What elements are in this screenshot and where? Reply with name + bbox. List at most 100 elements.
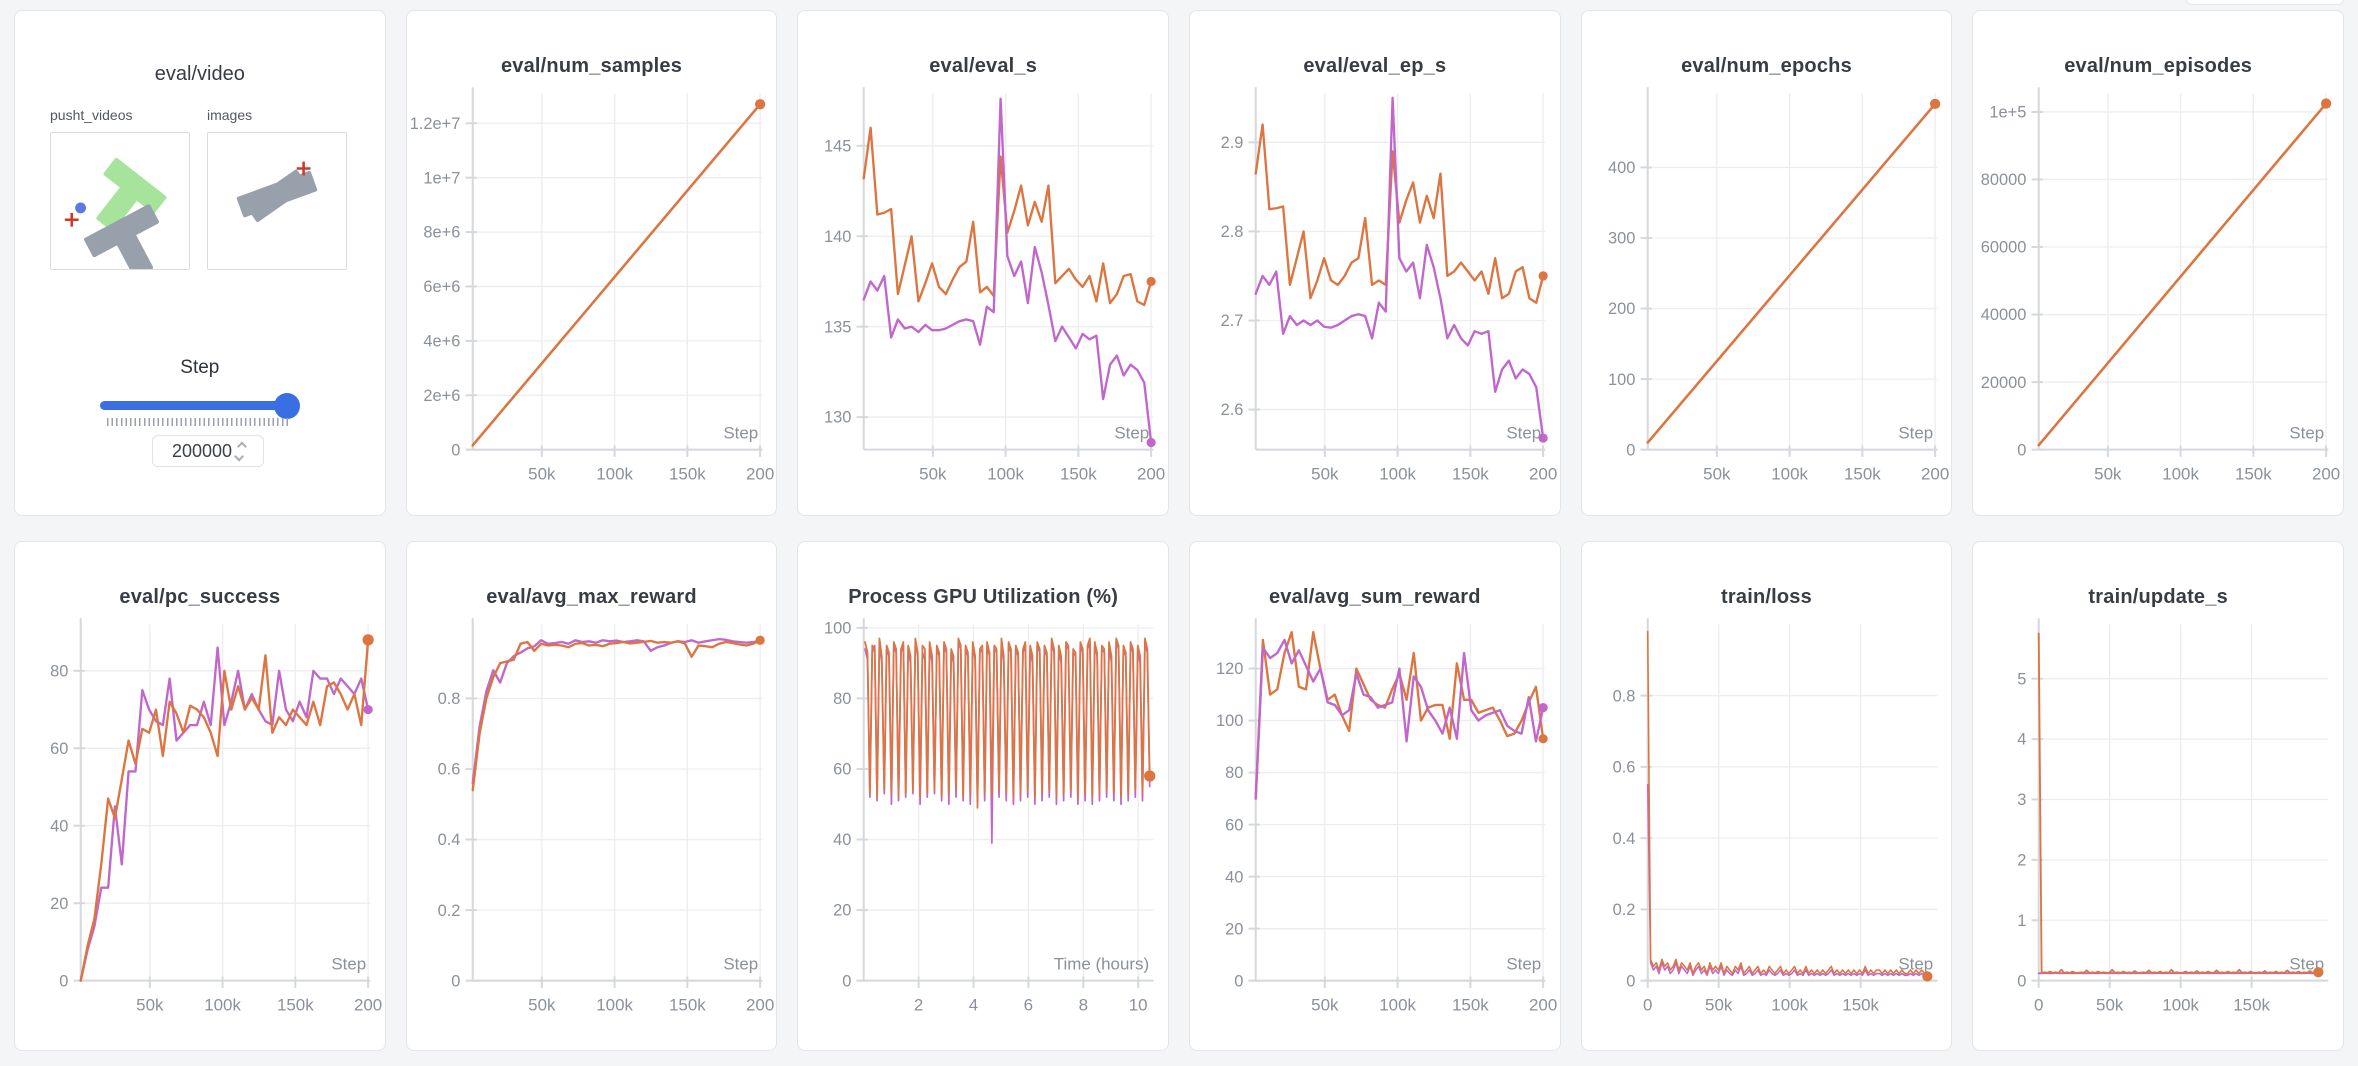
svg-text:0: 0 xyxy=(451,441,460,459)
svg-text:80000: 80000 xyxy=(1981,171,2027,189)
svg-text:400: 400 xyxy=(1608,159,1635,177)
svg-text:0.4: 0.4 xyxy=(1612,830,1635,848)
series-orange xyxy=(864,637,1151,809)
svg-text:200: 200 xyxy=(1529,464,1557,483)
chart-panel: train/loss 0 50k 100k 150k 0 0.2 0.4 0.6 0.8 Step xyxy=(1580,541,1953,1051)
svg-text:6: 6 xyxy=(1024,995,1033,1014)
chart-panel: eval/eval_s 50k 100k 150k 200 130 135 140 145 Ste… xyxy=(797,10,1169,516)
svg-text:200: 200 xyxy=(746,464,774,483)
svg-text:100k: 100k xyxy=(1771,995,1808,1014)
svg-text:2.7: 2.7 xyxy=(1221,312,1244,330)
video-panel: eval/video pusht_videos images xyxy=(14,10,386,516)
series-orange xyxy=(1646,102,1937,444)
svg-text:0: 0 xyxy=(2034,995,2043,1014)
svg-text:80: 80 xyxy=(1225,764,1243,782)
svg-text:4: 4 xyxy=(2018,731,2027,749)
step-stepper[interactable] xyxy=(234,441,247,461)
svg-text:150k: 150k xyxy=(1842,995,1879,1014)
step-decrement-icon[interactable] xyxy=(234,451,245,461)
x-axis-label: Step xyxy=(1115,423,1150,442)
chart-canvas[interactable]: 50k 100k 150k 200 2.6 2.7 2.8 2.9 Step xyxy=(1190,80,1560,509)
svg-text:150k: 150k xyxy=(1452,995,1489,1014)
chart-canvas[interactable]: 0 50k 100k 150k 0 0.2 0.4 0.6 0.8 Step xyxy=(1582,611,1952,1040)
svg-text:100k: 100k xyxy=(204,995,241,1014)
svg-text:60: 60 xyxy=(1225,816,1243,834)
svg-text:2.9: 2.9 xyxy=(1221,134,1244,152)
svg-text:40: 40 xyxy=(833,831,851,849)
svg-text:0: 0 xyxy=(2018,972,2027,990)
svg-text:1.2e+7: 1.2e+7 xyxy=(409,115,460,133)
series-purple xyxy=(471,637,761,785)
step-slider-track[interactable] xyxy=(100,401,297,410)
svg-text:50k: 50k xyxy=(1311,995,1339,1014)
svg-text:150k: 150k xyxy=(2234,995,2271,1014)
svg-text:200: 200 xyxy=(354,995,382,1014)
series-purple xyxy=(1254,96,1545,440)
chart-title: eval/eval_ep_s xyxy=(1303,55,1447,77)
svg-text:2.8: 2.8 xyxy=(1221,223,1244,241)
svg-text:0: 0 xyxy=(843,972,852,990)
chart-panel: eval/num_samples 50k 100k 150k 200 0 2e+6 4e+6 6… xyxy=(405,10,778,516)
x-axis-label: Step xyxy=(1898,954,1933,973)
chart-canvas[interactable]: 50k 100k 150k 200 130 135 140 145 Step xyxy=(798,80,1168,509)
svg-text:80: 80 xyxy=(833,690,851,708)
svg-text:2e+6: 2e+6 xyxy=(423,387,460,405)
series-orange xyxy=(1254,630,1545,800)
target-cross-icon xyxy=(64,212,79,227)
x-axis-label: Step xyxy=(2290,423,2325,442)
svg-text:100k: 100k xyxy=(988,464,1025,483)
series-purple xyxy=(1254,638,1545,800)
chart-panel: eval/avg_max_reward 50k 100k 150k 200 0 0.2 0.4… xyxy=(405,541,778,1051)
chart-panel: eval/eval_ep_s 50k 100k 150k 200 2.6 2.7 2.8 2.9… xyxy=(1188,10,1561,516)
chart-panel: eval/pc_success 50k 100k 150k 200 0 20 40 60 80 St… xyxy=(14,541,386,1051)
step-increment-icon[interactable] xyxy=(236,441,247,451)
chart-panel: eval/num_epochs 50k 100k 150k 200 0 100 200 300 4… xyxy=(1580,10,1953,516)
svg-text:10: 10 xyxy=(1129,995,1148,1014)
chart-title: eval/eval_s xyxy=(929,55,1038,77)
svg-text:145: 145 xyxy=(824,137,851,155)
series-purple xyxy=(1646,783,1928,978)
chart-canvas[interactable]: 50k 100k 150k 200 0 20000 40000 60000 80000 1e+5 S… xyxy=(1973,80,2343,509)
pusht-video-thumbnail[interactable] xyxy=(50,132,190,278)
svg-text:50k: 50k xyxy=(528,464,556,483)
svg-text:50k: 50k xyxy=(2095,464,2123,483)
x-axis-label: Step xyxy=(723,954,758,973)
svg-text:50k: 50k xyxy=(528,995,556,1014)
svg-text:1e+7: 1e+7 xyxy=(423,169,460,187)
svg-text:5: 5 xyxy=(2018,670,2027,688)
x-axis-label: Step xyxy=(331,954,366,973)
svg-text:60000: 60000 xyxy=(1981,239,2027,257)
images-thumbnail[interactable] xyxy=(207,132,347,270)
chart-canvas[interactable]: 50k 100k 150k 200 0 2e+6 4e+6 6e+6 8e+6 1e+7 1.2e+… xyxy=(407,80,777,509)
chart-canvas[interactable]: 50k 100k 150k 200 0 20 40 60 80 Step xyxy=(15,611,385,1040)
svg-text:0.2: 0.2 xyxy=(437,902,460,920)
svg-text:200: 200 xyxy=(746,995,774,1014)
svg-text:50k: 50k xyxy=(2096,995,2124,1014)
media-label-images: images xyxy=(207,107,253,123)
step-slider-knob[interactable] xyxy=(274,393,300,419)
svg-text:100: 100 xyxy=(824,620,851,638)
series-orange xyxy=(471,102,762,447)
t-stem-gray-icon xyxy=(245,169,309,223)
series-orange xyxy=(1646,630,1928,978)
chart-title: eval/num_episodes xyxy=(2064,55,2253,77)
agent-dot-icon xyxy=(75,202,86,214)
step-value[interactable]: 200000 xyxy=(171,440,233,461)
step-slider[interactable] xyxy=(100,393,300,419)
chart-canvas[interactable]: 50k 100k 150k 200 0 20 40 60 80 100 120 Step xyxy=(1190,611,1560,1040)
chart-canvas[interactable]: 50k 100k 150k 200 0 100 200 300 400 Step xyxy=(1582,80,1952,509)
chart-title: train/loss xyxy=(1721,586,1812,608)
svg-text:50k: 50k xyxy=(1703,464,1731,483)
svg-text:150k: 150k xyxy=(2235,464,2272,483)
step-value-input[interactable]: 200000 xyxy=(152,435,264,467)
media-label-pusht-videos: pusht_videos xyxy=(50,107,133,123)
series-orange xyxy=(2038,632,2320,974)
svg-text:120: 120 xyxy=(1216,660,1243,678)
chart-canvas[interactable]: 50k 100k 150k 200 0 0.2 0.4 0.6 0.8 Step xyxy=(407,611,777,1040)
video-panel-title: eval/video xyxy=(154,63,245,85)
svg-text:0: 0 xyxy=(451,972,460,990)
svg-text:0.4: 0.4 xyxy=(437,831,460,849)
